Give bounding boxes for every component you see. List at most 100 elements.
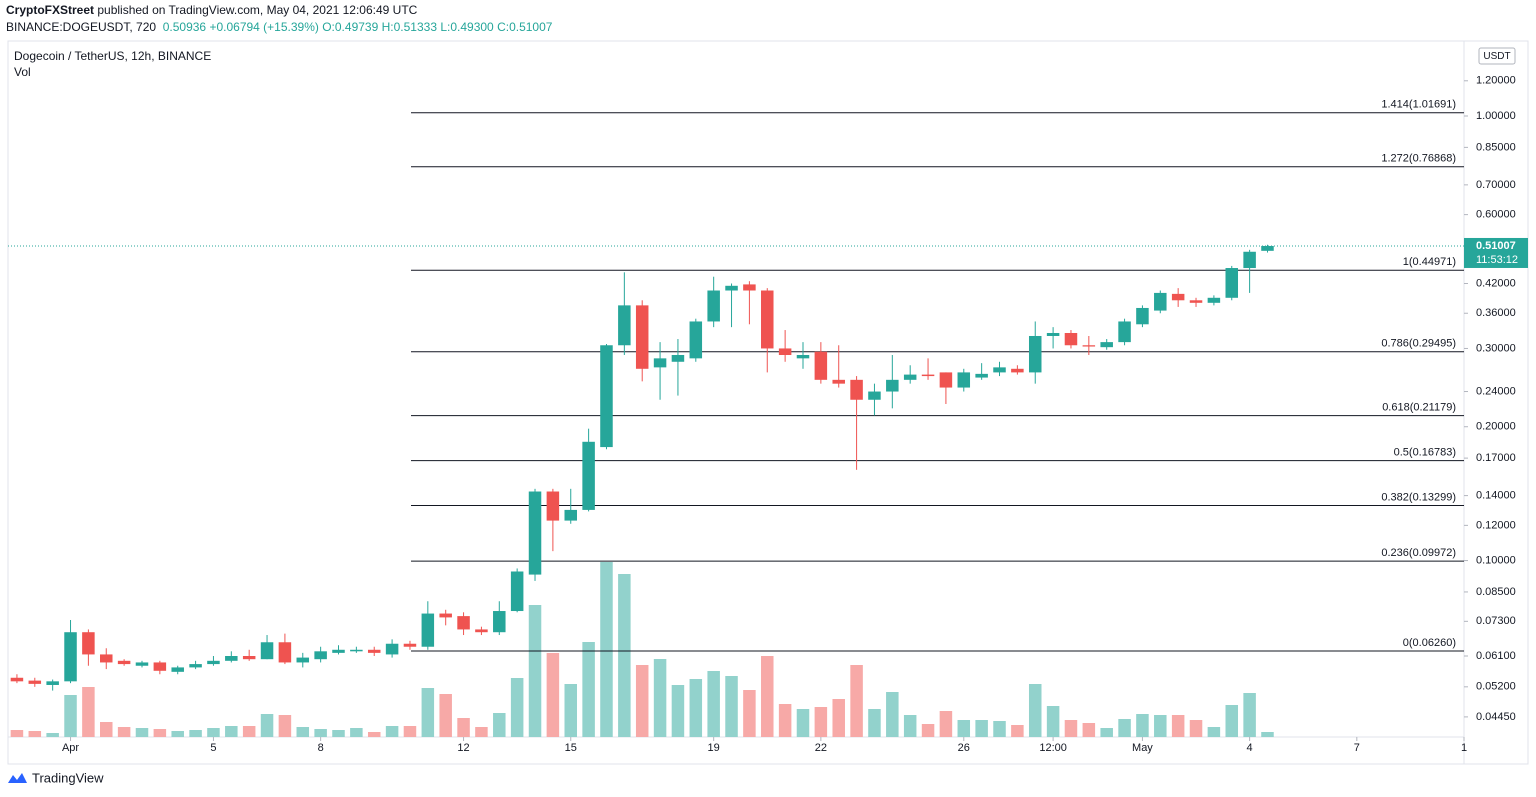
volume-bar <box>385 726 399 737</box>
candle-body <box>242 656 256 660</box>
volume-bar <box>1046 706 1060 737</box>
candle-body <box>385 643 399 655</box>
candle-body <box>10 677 24 682</box>
y-tick-label: 0.85000 <box>1476 141 1516 153</box>
y-tick-label: 1.00000 <box>1476 110 1516 122</box>
volume-bar <box>260 714 274 737</box>
volume-label: Vol <box>14 65 31 79</box>
x-tick-label: 1 <box>1461 742 1467 754</box>
fib-label: 0.236(0.09972) <box>1381 547 1456 559</box>
volume-bar <box>421 688 435 737</box>
volume-bar <box>135 728 149 737</box>
candle-body <box>135 662 149 666</box>
candle-body <box>957 372 971 388</box>
change: +0.06794 (+15.39%) <box>209 20 319 34</box>
candle-body <box>707 290 720 322</box>
x-tick-label: 5 <box>210 742 216 754</box>
candle-body <box>100 654 113 663</box>
candle-body <box>528 491 542 575</box>
candle-body <box>493 611 506 633</box>
volume-bar <box>28 731 42 737</box>
candle-body <box>421 613 435 647</box>
brand: TradingView <box>32 770 104 785</box>
volume-bar <box>761 656 774 737</box>
author: CryptoFXStreet <box>6 3 95 17</box>
fib-label: 1.414(1.01691) <box>1381 99 1456 111</box>
candle-body <box>564 509 578 521</box>
volume-bar <box>153 729 167 737</box>
volume-bar <box>1011 725 1024 737</box>
candle-body <box>207 660 220 665</box>
candle-body <box>1136 307 1149 325</box>
candle-body <box>439 613 452 618</box>
volume-bar <box>1118 719 1131 737</box>
y-tick-label: 0.36000 <box>1476 307 1516 319</box>
volume-bar <box>350 728 363 737</box>
candle-body <box>778 348 792 355</box>
candle-body <box>1046 332 1060 336</box>
volume-bar <box>707 671 720 737</box>
candle-body <box>868 391 881 400</box>
volume-bar <box>100 722 113 737</box>
candle-body <box>278 642 292 663</box>
candle-body <box>939 372 953 388</box>
candle-body <box>921 374 935 377</box>
fib-label: 0(0.06260) <box>1403 637 1456 649</box>
volume-bar <box>921 724 935 737</box>
y-tick-label: 0.30000 <box>1476 342 1516 354</box>
candle-body <box>1100 342 1113 348</box>
volume-bar <box>64 695 77 737</box>
volume-bar <box>689 679 703 737</box>
candle-body <box>260 642 274 660</box>
candle-body <box>64 632 77 682</box>
x-tick-label: 12:00 <box>1039 742 1067 754</box>
volume-bar <box>457 718 470 737</box>
fib-label: 1(0.44971) <box>1403 256 1456 268</box>
y-tick-label: 0.60000 <box>1476 209 1516 221</box>
unit-label: USDT <box>1483 51 1510 62</box>
volume-bar <box>886 692 899 737</box>
y-tick-label: 0.42000 <box>1476 277 1516 289</box>
y-tick-label: 0.10000 <box>1476 554 1516 566</box>
fib-label: 0.786(0.29495) <box>1381 338 1456 350</box>
symbol: BINANCE:DOGEUSDT, 720 <box>6 20 157 34</box>
candle-body <box>457 616 470 630</box>
candle-body <box>171 667 184 672</box>
chart-title: Dogecoin / TetherUS, 12h, BINANCE <box>14 49 211 63</box>
candle-body <box>832 379 845 384</box>
volume-bar <box>189 730 202 737</box>
candle-body <box>225 656 238 661</box>
y-tick-label: 0.20000 <box>1476 421 1516 433</box>
countdown: 11:53:12 <box>1476 254 1518 266</box>
y-tick-label: 0.12000 <box>1476 519 1516 531</box>
volume-bar <box>1028 684 1042 737</box>
candle-body <box>1261 245 1274 251</box>
price: 0.50936 <box>162 20 207 34</box>
candle-body <box>510 571 524 612</box>
volume-bar <box>868 709 881 737</box>
ohlc: O:0.49739 <box>322 20 379 34</box>
candle-body <box>903 374 917 380</box>
volume-bar <box>225 726 238 737</box>
volume-bar <box>117 727 131 737</box>
volume-bar <box>939 711 953 737</box>
volume-bar <box>1261 732 1274 737</box>
volume-bar <box>1225 705 1239 737</box>
volume-bar <box>82 687 95 737</box>
candle-body <box>1082 345 1096 347</box>
candle-body <box>582 441 595 510</box>
x-tick-label: 4 <box>1247 742 1253 754</box>
fib-label: 0.382(0.13299) <box>1381 491 1456 503</box>
x-tick-label: May <box>1132 742 1153 754</box>
volume-bar <box>510 678 524 737</box>
candle-body <box>796 354 810 359</box>
fib-label: 1.272(0.76868) <box>1381 153 1456 165</box>
y-tick-label: 1.20000 <box>1476 75 1516 87</box>
volume-bar <box>296 727 310 737</box>
volume-bar <box>1082 723 1096 737</box>
volume-bar <box>903 715 917 737</box>
y-tick-label: 0.06100 <box>1476 650 1516 662</box>
candle-body <box>1189 300 1203 303</box>
